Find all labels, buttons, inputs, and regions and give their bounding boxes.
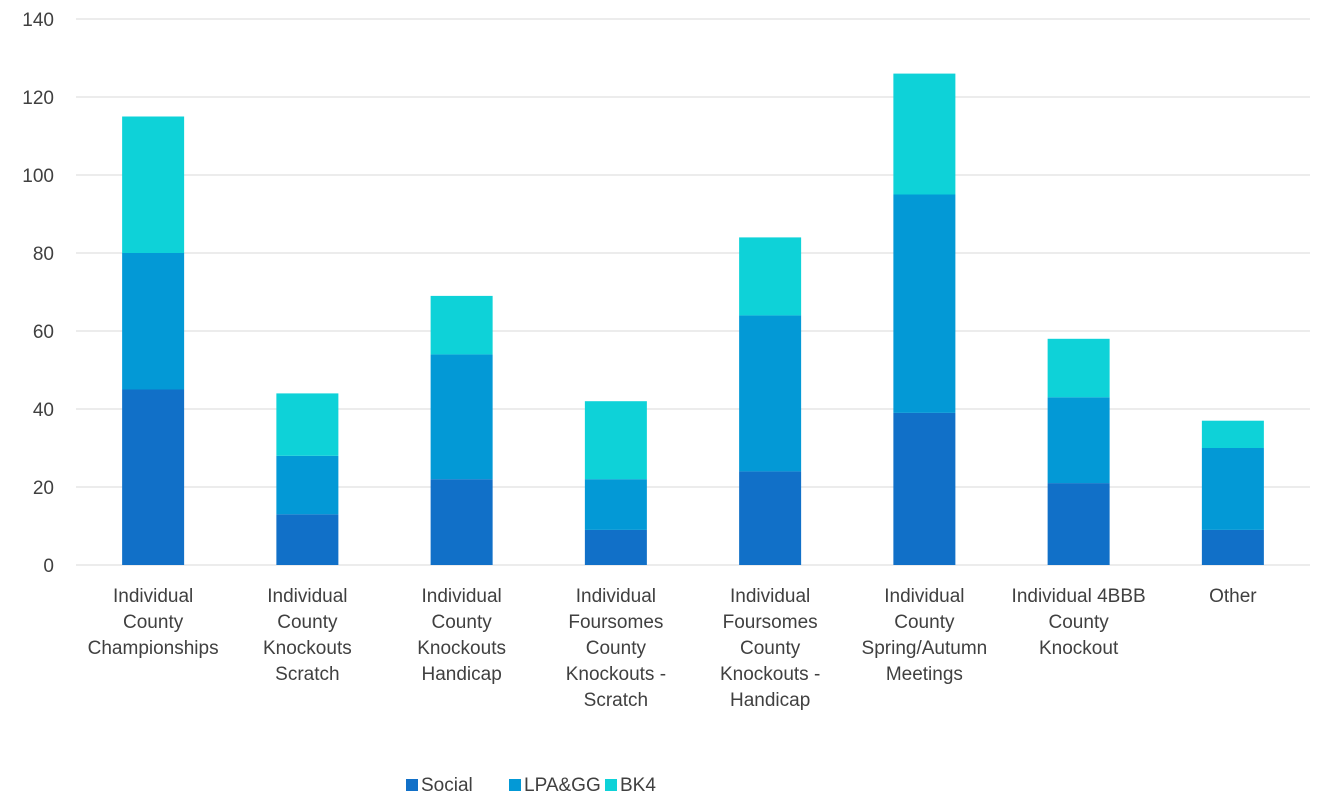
x-category-label: Individual 4BBB County Knockout <box>1012 586 1146 659</box>
legend-label: Social <box>421 775 473 794</box>
x-category-label: Individual County Knockouts Handicap <box>417 586 506 685</box>
bar-social-6 <box>1047 483 1110 565</box>
y-tick-label: 40 <box>33 400 54 421</box>
x-category-label-line: Individual <box>267 586 347 607</box>
x-category-label-line: Individual <box>730 586 810 607</box>
x-category-label: Individual Foursomes County Knockouts - Hand… <box>720 586 820 711</box>
legend-label: LPA&GG <box>524 775 601 794</box>
x-category-label-line: Other <box>1209 586 1257 607</box>
x-category-label: Individual Foursomes County Knockouts - Scra… <box>566 586 666 711</box>
bar-social-4 <box>739 471 802 565</box>
y-axis-tick-labels: 0 20 40 60 80 100 120 140 <box>22 10 54 577</box>
bar-social-7 <box>1201 529 1264 565</box>
bar-bk4-2 <box>430 295 493 355</box>
y-tick-label: 0 <box>43 556 54 577</box>
bar-lpa-gg-5 <box>893 194 956 413</box>
x-category-label-line: Individual 4BBB <box>1012 586 1146 607</box>
x-category-label-line: Scratch <box>275 664 339 685</box>
x-category-label-line: Knockouts <box>263 638 352 659</box>
x-category-label-line: County <box>123 612 184 633</box>
x-category-label: Other <box>1209 586 1257 607</box>
x-category-label-line: County <box>1049 612 1110 633</box>
x-category-label: Individual County Knockouts Scratch <box>263 586 352 685</box>
y-tick-label: 60 <box>33 322 54 343</box>
x-category-label-line: County <box>432 612 493 633</box>
x-category-label-line: Spring/Autumn <box>862 638 988 659</box>
bar-social-0 <box>122 389 185 565</box>
x-category-label-line: Knockouts - <box>566 664 666 685</box>
x-category-label-line: Foursomes <box>568 612 663 633</box>
y-tick-label: 140 <box>22 10 54 31</box>
x-axis-category-labels: Individual County Championships Individual C… <box>88 586 1258 711</box>
bar-bk4-4 <box>739 237 802 316</box>
bar-lpa-gg-6 <box>1047 397 1110 484</box>
y-tick-label: 80 <box>33 244 54 265</box>
y-tick-label: 120 <box>22 88 54 109</box>
legend-label: BK4 <box>620 775 656 794</box>
x-category-label-line: Foursomes <box>723 612 818 633</box>
x-category-label-line: County <box>277 612 338 633</box>
bar-bk4-0 <box>122 116 185 253</box>
bar-social-3 <box>584 529 647 565</box>
bar-lpa-gg-3 <box>584 479 647 530</box>
x-category-label-line: Individual <box>576 586 656 607</box>
bar-bk4-6 <box>1047 338 1110 398</box>
bar-lpa-gg-2 <box>430 354 493 480</box>
legend-swatch-lpa-gg <box>509 779 521 791</box>
x-category-label-line: Handicap <box>421 664 501 685</box>
bar-social-2 <box>430 479 493 565</box>
legend-swatch-bk4 <box>605 779 617 791</box>
x-category-label-line: Individual <box>884 586 964 607</box>
x-category-label-line: County <box>586 638 647 659</box>
x-category-label-line: Individual <box>113 586 193 607</box>
bar-bk4-3 <box>584 401 647 480</box>
x-category-label: Individual County Championships <box>88 586 219 659</box>
bar-bk4-1 <box>276 393 339 456</box>
bar-bk4-7 <box>1201 420 1264 448</box>
x-category-label-line: Scratch <box>584 690 648 711</box>
x-category-label-line: Meetings <box>886 664 963 685</box>
bar-social-1 <box>276 514 339 565</box>
x-category-label-line: Individual <box>421 586 501 607</box>
bar-lpa-gg-7 <box>1201 448 1264 530</box>
y-tick-label: 100 <box>22 166 54 187</box>
x-category-label-line: Knockouts - <box>720 664 820 685</box>
y-tick-label: 20 <box>33 478 54 499</box>
x-category-label-line: Championships <box>88 638 219 659</box>
x-category-label: Individual County Spring/Autumn Meetings <box>862 586 988 685</box>
legend: Social LPA&GG BK4 <box>406 775 656 794</box>
x-category-label-line: County <box>740 638 801 659</box>
x-category-label-line: Handicap <box>730 690 810 711</box>
gridlines <box>76 18 1310 566</box>
bar-social-5 <box>893 412 956 565</box>
bar-lpa-gg-4 <box>739 315 802 472</box>
x-category-label-line: County <box>894 612 955 633</box>
bar-bk4-5 <box>893 73 956 195</box>
bar-lpa-gg-1 <box>276 455 339 515</box>
x-category-label-line: Knockouts <box>417 638 506 659</box>
bars <box>122 73 1264 565</box>
bar-lpa-gg-0 <box>122 253 185 390</box>
legend-swatch-social <box>406 779 418 791</box>
x-category-label-line: Knockout <box>1039 638 1119 659</box>
